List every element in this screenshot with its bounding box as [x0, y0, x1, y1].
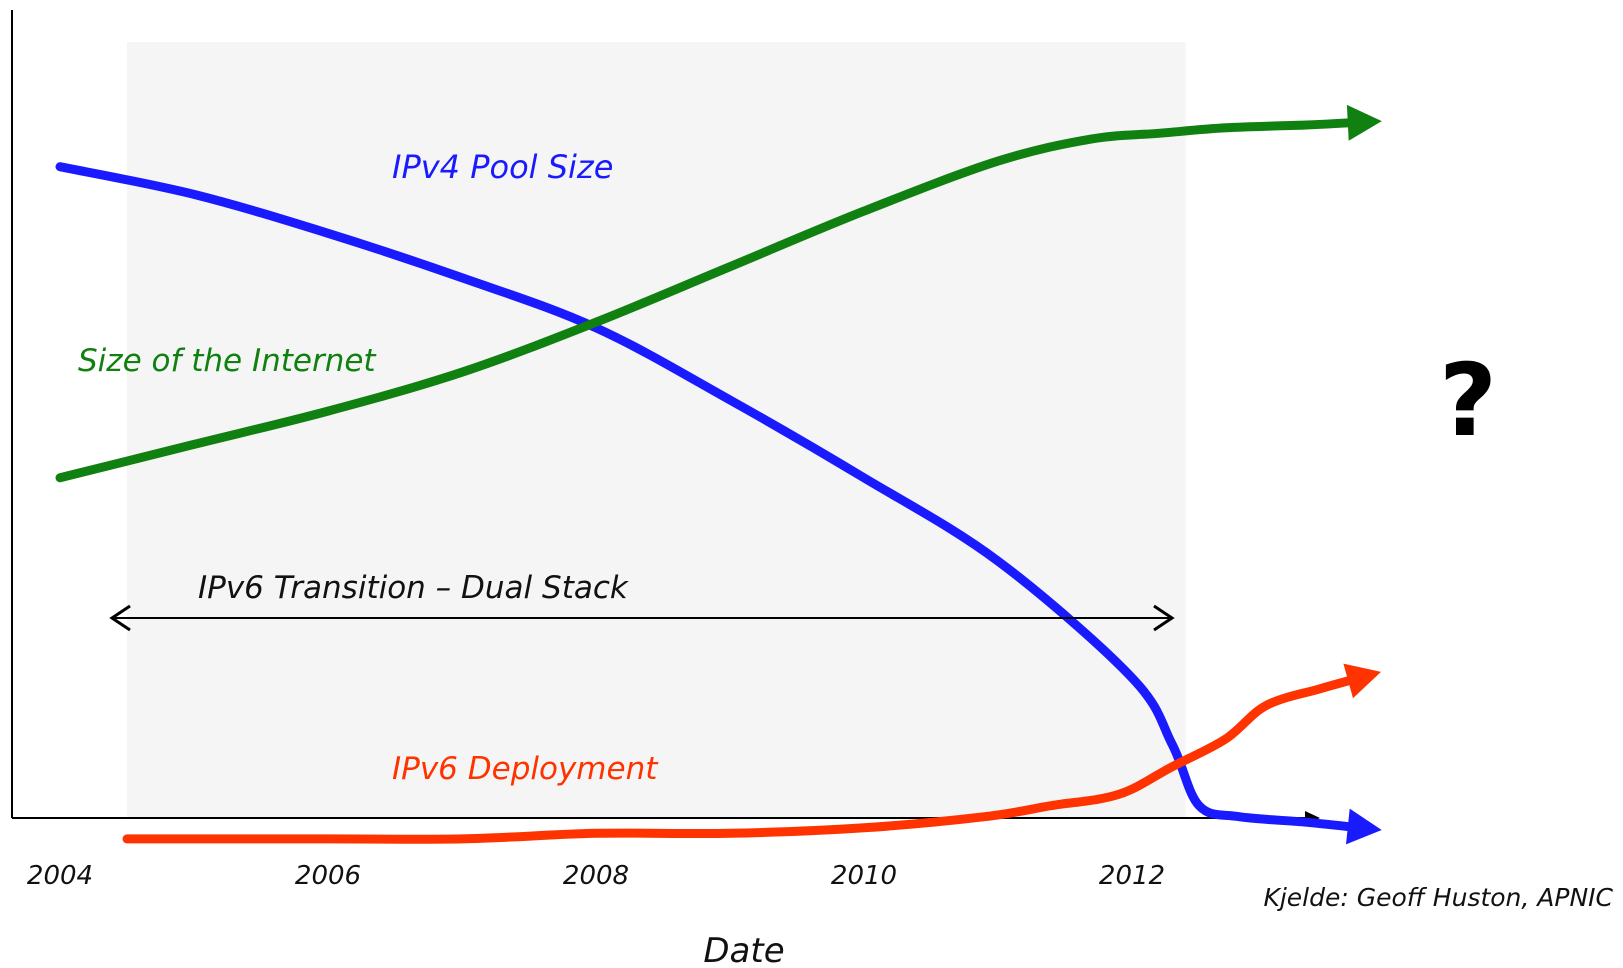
series-layer — [55, 104, 1382, 845]
x-axis-label: Date — [703, 931, 784, 968]
series-line-2 — [122, 673, 1365, 844]
x-tick-labels: 2004 2006 2008 2010 2012 — [27, 861, 1165, 891]
series-arrowhead-0 — [1346, 808, 1382, 845]
series-line-1 — [55, 117, 1365, 483]
transition-label: IPv6 Transition – Dual Stack — [198, 570, 629, 606]
x-tick-label: 2012 — [1099, 861, 1165, 891]
dual-stack-shaded-region — [127, 42, 1186, 818]
series-label-ipv6-deployment: IPv6 Deployment — [392, 751, 659, 787]
question-mark: ? — [1439, 342, 1497, 459]
x-tick-label: 2006 — [295, 861, 361, 891]
x-tick-label: 2008 — [563, 861, 629, 891]
series-arrowhead-1 — [1346, 104, 1382, 141]
source-credit: Kjelde: Geoff Huston, APNIC — [1263, 883, 1613, 912]
x-tick-label: 2004 — [27, 861, 93, 891]
x-tick-label: 2010 — [831, 861, 897, 891]
series-label-ipv4-pool-size: IPv4 Pool Size — [392, 148, 613, 186]
series-line-0 — [55, 162, 1365, 833]
transition-arrow-left-head — [109, 604, 131, 632]
series-arrowhead-2 — [1343, 663, 1381, 699]
transition-arrow-right-head — [1153, 604, 1175, 632]
series-label-size-of-internet: Size of the Internet — [78, 343, 377, 379]
